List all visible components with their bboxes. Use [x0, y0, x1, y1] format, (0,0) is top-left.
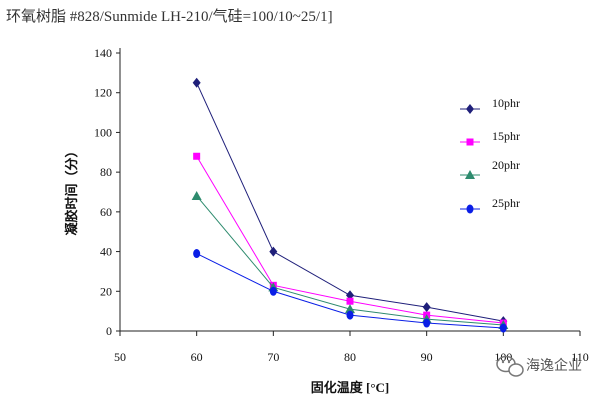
series-line-10phr [196, 82, 504, 322]
legend-marker [466, 138, 474, 146]
x-axis-label: 固化温度 [°C] [311, 380, 390, 395]
y-tick-label: 20 [100, 284, 112, 298]
series-10phr [192, 77, 508, 327]
data-point-10phr [422, 302, 431, 313]
y-tick-label: 120 [94, 86, 112, 100]
data-point-25phr [423, 318, 431, 328]
x-tick-label: 70 [267, 350, 279, 364]
data-point-10phr [269, 246, 278, 257]
legend: 10phr 15phr 20phr 25phr [460, 96, 520, 214]
data-point-25phr [193, 249, 201, 259]
y-tick-label: 100 [94, 125, 112, 139]
legend-label: 15phr [492, 129, 520, 143]
y-tick-label: 60 [100, 205, 112, 219]
y-tick-label: 140 [94, 46, 112, 60]
legend-item-25phr: 25phr [460, 196, 520, 214]
legend-marker [465, 170, 475, 179]
data-point-25phr [346, 310, 354, 320]
legend-marker [466, 204, 474, 214]
data-point-25phr [499, 323, 507, 333]
legend-label: 20phr [492, 158, 520, 172]
series-layer [191, 77, 509, 333]
legend-label: 10phr [492, 96, 520, 110]
legend-label: 25phr [492, 196, 520, 210]
wechat-icon [496, 355, 524, 377]
watermark-text: 海逸企业 [526, 357, 582, 374]
x-tick-label: 60 [191, 350, 203, 364]
y-tick-label: 40 [100, 245, 112, 259]
x-tick-label: 80 [344, 350, 356, 364]
x-tick-label: 90 [421, 350, 433, 364]
data-point-20phr [345, 304, 355, 314]
y-axis-label: 凝胶时间（分） [64, 144, 79, 235]
watermark: 海逸企业 [496, 355, 582, 377]
series-25phr [193, 249, 507, 333]
y-tick-label: 0 [106, 324, 112, 338]
x-tick-label: 50 [114, 350, 126, 364]
data-point-25phr [269, 286, 277, 296]
data-point-10phr [192, 77, 201, 88]
legend-marker [466, 104, 474, 114]
data-point-20phr [191, 190, 202, 200]
y-tick-label: 80 [100, 165, 112, 179]
x-tick-label: 110 [571, 350, 589, 364]
legend-item-20phr: 20phr [460, 158, 520, 179]
legend-item-15phr: 15phr [460, 129, 520, 146]
series-20phr [191, 190, 509, 330]
data-point-15phr [346, 297, 354, 305]
data-point-15phr [193, 152, 201, 160]
chart-title: 环氧树脂 #828/Sunmide LH-210/气硅=100/10~25/1] [6, 8, 333, 25]
legend-item-10phr: 10phr [460, 96, 520, 114]
